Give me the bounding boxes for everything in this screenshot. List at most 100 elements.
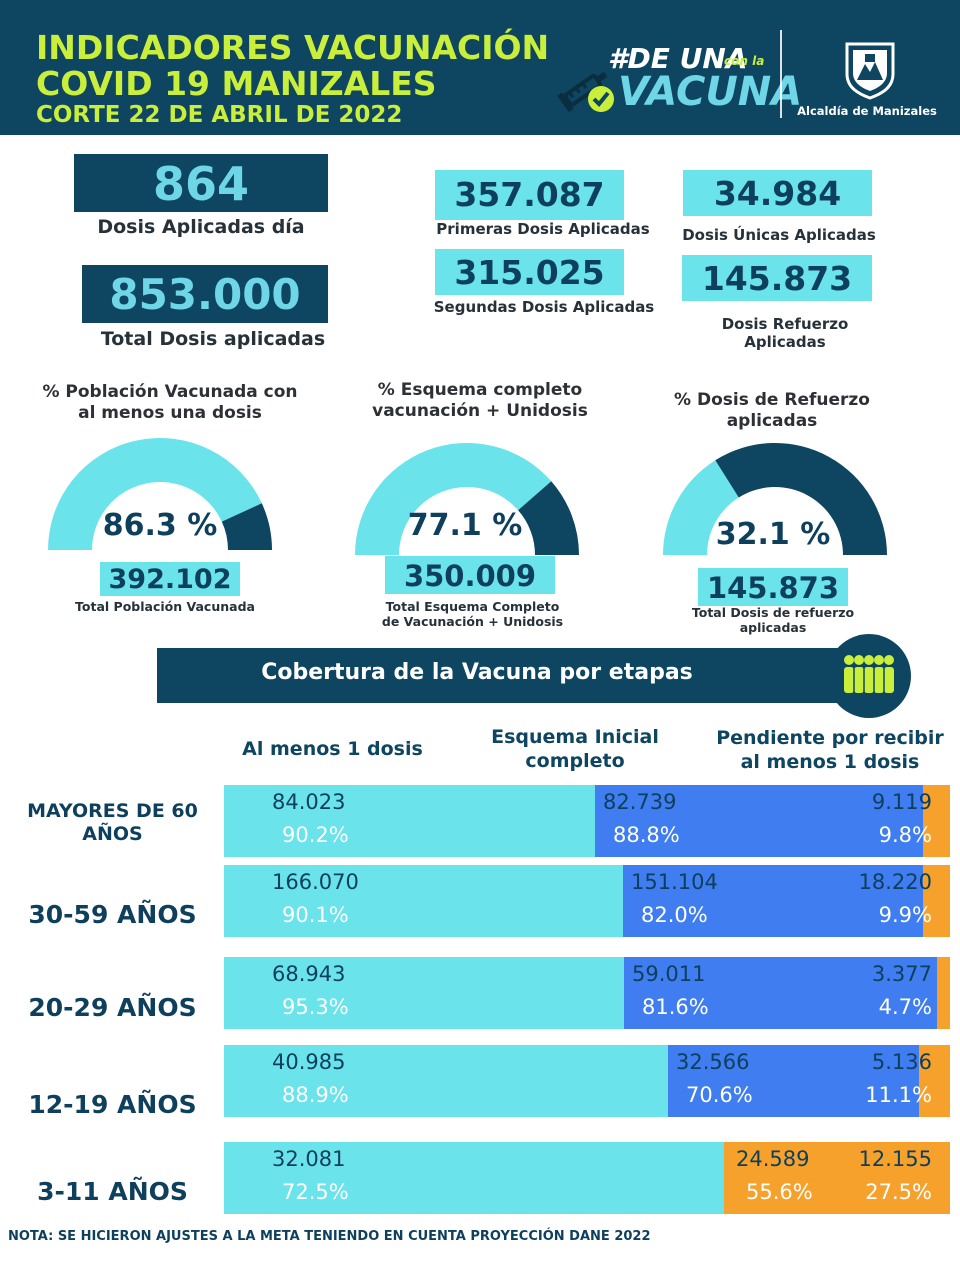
coverage-bar: 32.081 72.5% 24.589 55.6% 12.155 27.5% <box>224 1142 950 1214</box>
city-crest-icon <box>845 42 895 100</box>
check-circle-icon <box>588 86 614 112</box>
coverage-bar: 84.023 90.2% 82.739 88.8% 9.119 9.8% <box>224 785 950 857</box>
unicas-dosis-label: Dosis Únicas Aplicadas <box>682 226 876 244</box>
first-dose-value: 166.070 <box>272 870 359 894</box>
gauge-title-1: % Población Vacunada con <box>42 382 298 402</box>
col-header-complete-1: Esquema Inicial <box>491 726 659 748</box>
complete-value: 59.011 <box>632 962 706 986</box>
col-header-complete-2: completo <box>525 750 625 772</box>
primeras-dosis-value: 357.087 <box>435 170 624 220</box>
gauge-title-2: al menos una dosis <box>78 403 262 423</box>
footer-note: NOTA: SE HICIERON AJUSTES A LA META TENI… <box>8 1229 651 1244</box>
seg-pending <box>923 865 950 937</box>
seg-complete <box>623 865 923 937</box>
gauge-vacunada: % Población Vacunada con al menos una do… <box>20 380 320 630</box>
gauge-filled-arc <box>663 460 739 555</box>
pending-pct: 27.5% <box>865 1180 932 1204</box>
gauge-total-label-2: aplicadas <box>739 620 807 635</box>
people-group-icon <box>844 655 894 693</box>
gauge-title-1: % Dosis de Refuerzo <box>674 390 870 410</box>
pending-pct: 11.1% <box>865 1083 932 1107</box>
unicas-dosis-value: 34.984 <box>683 170 872 216</box>
gauge-total-label-1: Total Esquema Completo <box>385 599 560 614</box>
gauge-filled-arc <box>48 437 262 550</box>
header-title-line1: INDICADORES VACUNACIÓN <box>36 28 550 67</box>
gauge-arc <box>48 437 272 550</box>
gauge-percent: 86.3 % <box>102 508 218 543</box>
gauge-remaining-arc <box>518 481 579 555</box>
coverage-banner <box>157 648 857 703</box>
seg-first-dose <box>224 1142 728 1214</box>
header-divider <box>780 30 782 118</box>
row-label: 12-19 AÑOS <box>28 1090 197 1119</box>
gauge-remaining-arc <box>221 503 272 550</box>
complete-pct: 81.6% <box>642 995 709 1019</box>
pending-pct: 4.7% <box>878 995 932 1019</box>
first-dose-pct: 72.5% <box>282 1180 349 1204</box>
complete-value: 151.104 <box>631 870 718 894</box>
pending-value: 5.136 <box>871 1050 932 1074</box>
seg-first-dose <box>224 865 623 937</box>
row-label: 3-11 AÑOS <box>37 1177 188 1206</box>
first-dose-value: 32.081 <box>272 1147 346 1171</box>
header-title-line2: COVID 19 MANIZALES <box>36 64 437 103</box>
row-label: MAYORES DE 60 AÑOS <box>10 800 215 846</box>
row-label-line2: AÑOS <box>82 823 143 845</box>
seg-pending <box>919 1045 950 1117</box>
seg-first-dose <box>224 1045 668 1117</box>
gauge-total-value: 392.102 <box>100 562 240 596</box>
col-header-first-dose: Al menos 1 dosis <box>242 738 423 760</box>
gauge-title-2: vacunación + Unidosis <box>372 401 588 421</box>
first-dose-pct: 88.9% <box>282 1083 349 1107</box>
first-dose-pct: 90.2% <box>282 823 349 847</box>
first-dose-value: 40.985 <box>272 1050 346 1074</box>
refuerzo-dosis-label-2: Aplicadas <box>744 333 826 351</box>
pending-value: 9.119 <box>871 790 932 814</box>
complete-value: 32.566 <box>676 1050 750 1074</box>
org-name: Alcaldía de Manizales <box>797 104 937 118</box>
coverage-bar: 166.070 90.1% 151.104 82.0% 18.220 9.9% <box>224 865 950 937</box>
col-header-pending-1: Pendiente por recibir <box>716 727 944 749</box>
dosis-dia-value: 864 <box>74 154 328 212</box>
seg-pending <box>937 957 950 1029</box>
coverage-bar: 68.943 95.3% 59.011 81.6% 3.377 4.7% <box>224 957 950 1029</box>
people-group-badge <box>827 634 911 718</box>
complete-pct: 88.8% <box>613 823 680 847</box>
seg-first-dose <box>224 785 595 857</box>
seg-pending <box>923 785 950 857</box>
first-dose-value: 84.023 <box>272 790 346 814</box>
syringe-icon <box>557 71 608 113</box>
logo-vacuna: VACUNA <box>618 69 803 115</box>
complete-pct: 70.6% <box>686 1083 753 1107</box>
segundas-dosis-value: 315.025 <box>435 249 624 295</box>
complete-pct: 55.6% <box>746 1180 813 1204</box>
coverage-bar: 40.985 88.9% 32.566 70.6% 5.136 11.1% <box>224 1045 950 1117</box>
refuerzo-dosis-value: 145.873 <box>682 255 872 301</box>
first-dose-pct: 95.3% <box>282 995 349 1019</box>
first-dose-pct: 90.1% <box>282 903 349 927</box>
gauge-total-label-1: Total Población Vacunada <box>75 599 255 614</box>
pending-value: 3.377 <box>871 962 932 986</box>
pending-value: 12.155 <box>858 1147 932 1171</box>
complete-value: 24.589 <box>736 1147 810 1171</box>
pending-pct: 9.8% <box>878 823 932 847</box>
total-dosis-label: Total Dosis aplicadas <box>100 328 326 350</box>
coverage-banner-title: Cobertura de la Vacuna por etapas <box>261 660 693 685</box>
gauge-refuerzo: % Dosis de Refuerzo aplicadas 32.1 % 145… <box>638 390 938 640</box>
gauge-total-label-2: de Vacunación + Unidosis <box>381 614 564 629</box>
gauge-total-value: 145.873 <box>698 568 848 606</box>
seg-complete <box>624 957 937 1029</box>
row-label: 20-29 AÑOS <box>28 993 197 1022</box>
logo-small-text: con la <box>724 54 765 68</box>
gauge-arc <box>355 442 579 555</box>
seg-complete <box>668 1045 919 1117</box>
gauge-arc <box>663 443 887 555</box>
gauge-remaining-arc <box>715 443 887 555</box>
row-label: 30-59 AÑOS <box>28 900 197 929</box>
gauge-title-2: aplicadas <box>726 411 818 431</box>
first-dose-value: 68.943 <box>272 962 346 986</box>
col-header-pending-2: al menos 1 dosis <box>740 751 920 773</box>
gauge-total-label-1: Total Dosis de refuerzo <box>691 605 855 620</box>
gauge-percent: 32.1 % <box>715 517 831 552</box>
refuerzo-dosis-label-1: Dosis Refuerzo <box>721 315 849 333</box>
